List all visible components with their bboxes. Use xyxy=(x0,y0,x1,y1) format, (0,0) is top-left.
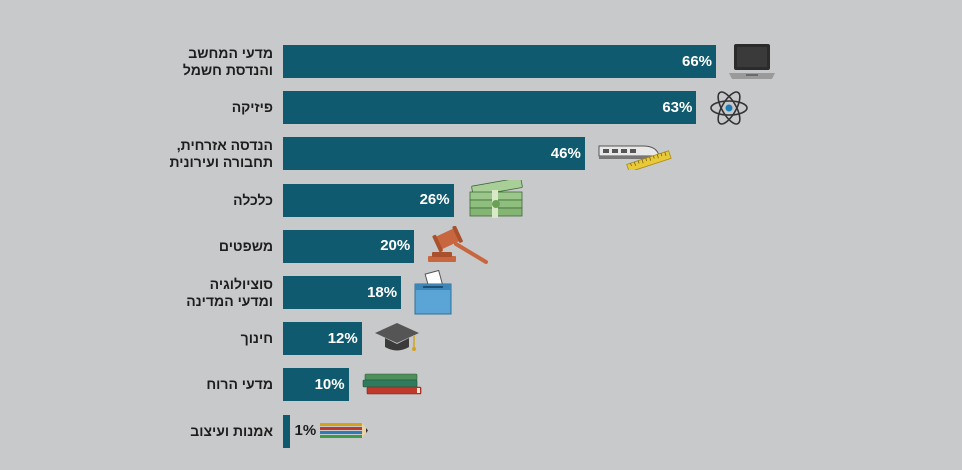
value-label: 20% xyxy=(380,237,411,255)
pencils-icon xyxy=(319,422,370,445)
graduation-cap-icon xyxy=(374,321,420,362)
category-label: כלכלה xyxy=(233,191,273,208)
value-label: 18% xyxy=(367,283,398,301)
bar xyxy=(283,276,402,309)
train-ruler-icon xyxy=(597,138,673,175)
value-label: 12% xyxy=(327,329,358,347)
value-label: 10% xyxy=(314,375,345,393)
bar xyxy=(283,229,415,263)
category-label: משפטים xyxy=(218,237,273,254)
bar xyxy=(283,45,716,78)
category-label: פיזיקה xyxy=(231,99,273,116)
bar xyxy=(283,368,349,402)
category-label: הנדסה אזרחית, תחבורה ועירונית xyxy=(169,136,273,170)
category-label: מדעי הרוח xyxy=(206,376,273,393)
category-label: אמנות ועיצוב xyxy=(190,422,273,439)
category-label: חינוך xyxy=(240,330,273,347)
value-label: 63% xyxy=(662,98,693,116)
atom-icon xyxy=(708,87,750,134)
laptop-icon xyxy=(728,42,776,87)
category-label: סוציולוגיה ומדעי המדינה xyxy=(186,275,273,309)
gavel-icon xyxy=(426,225,490,271)
bar xyxy=(283,183,454,217)
bar xyxy=(283,91,697,125)
value-label: 1% xyxy=(294,422,317,440)
ballot-box-icon xyxy=(413,269,453,321)
bar xyxy=(283,322,362,356)
value-label: 66% xyxy=(682,52,713,70)
bar xyxy=(283,414,290,448)
books-icon xyxy=(361,372,423,403)
money-stack-icon xyxy=(466,177,526,225)
category-label: מדעי המחשב והנדסת חשמל xyxy=(182,44,273,78)
bar xyxy=(283,137,585,171)
value-label: 26% xyxy=(419,191,450,209)
value-label: 46% xyxy=(550,144,581,162)
